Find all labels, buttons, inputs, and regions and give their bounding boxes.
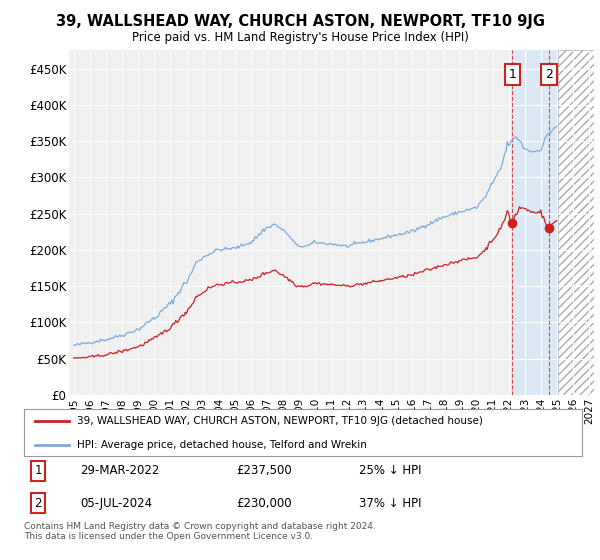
Text: 1: 1 [34,464,42,478]
Text: £230,000: £230,000 [236,497,292,510]
Text: 39, WALLSHEAD WAY, CHURCH ASTON, NEWPORT, TF10 9JG: 39, WALLSHEAD WAY, CHURCH ASTON, NEWPORT… [56,14,545,29]
Bar [512,50,558,395]
Text: 05-JUL-2024: 05-JUL-2024 [80,497,152,510]
Bar [558,50,594,395]
Text: 29-MAR-2022: 29-MAR-2022 [80,464,159,478]
Text: 39, WALLSHEAD WAY, CHURCH ASTON, NEWPORT, TF10 9JG (detached house): 39, WALLSHEAD WAY, CHURCH ASTON, NEWPORT… [77,416,483,426]
Bar [558,50,594,395]
Text: 2: 2 [34,497,42,510]
Text: Price paid vs. HM Land Registry's House Price Index (HPI): Price paid vs. HM Land Registry's House … [131,31,469,44]
Text: 2: 2 [545,68,553,81]
Text: 1: 1 [508,68,516,81]
Text: 37% ↓ HPI: 37% ↓ HPI [359,497,421,510]
Text: HPI: Average price, detached house, Telford and Wrekin: HPI: Average price, detached house, Telf… [77,440,367,450]
Text: Contains HM Land Registry data © Crown copyright and database right 2024.
This d: Contains HM Land Registry data © Crown c… [24,522,376,542]
Text: 25% ↓ HPI: 25% ↓ HPI [359,464,421,478]
Text: £237,500: £237,500 [236,464,292,478]
